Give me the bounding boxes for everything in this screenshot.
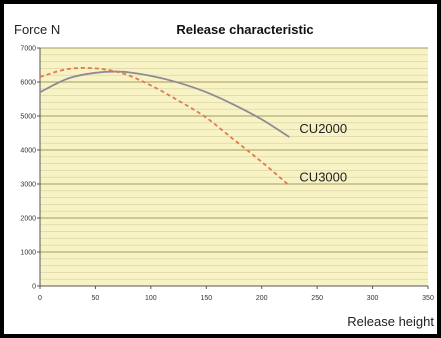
x-tick-label: 250: [311, 295, 323, 302]
x-tick-label: 350: [422, 295, 434, 302]
y-tick-label: 7000: [20, 46, 36, 53]
y-tick-label: 3000: [20, 182, 36, 189]
series-label-cu2000: CU2000: [299, 121, 347, 136]
series-line-cu2000: [39, 70, 290, 138]
plot-area: [40, 48, 428, 286]
x-tick-label: 200: [256, 295, 268, 302]
y-tick-label: 0: [32, 284, 36, 291]
x-axis-label: Release height: [347, 314, 434, 329]
y-axis-label: Force N: [14, 22, 60, 37]
x-tick-label: 50: [92, 295, 100, 302]
y-tick-label: 6000: [20, 80, 36, 87]
y-tick-label: 4000: [20, 148, 36, 155]
x-tick-label: 150: [200, 295, 212, 302]
series-label-cu3000: CU3000: [299, 170, 347, 185]
chart-title: Release characteristic: [176, 22, 313, 37]
x-tick-label: 0: [38, 295, 42, 302]
x-tick-label: 300: [367, 295, 379, 302]
y-tick-label: 2000: [20, 216, 36, 223]
x-tick-label: 100: [145, 295, 157, 302]
series-line-cu3000: [39, 67, 291, 187]
y-tick-label: 1000: [20, 250, 36, 257]
y-tick-label: 5000: [20, 114, 36, 121]
